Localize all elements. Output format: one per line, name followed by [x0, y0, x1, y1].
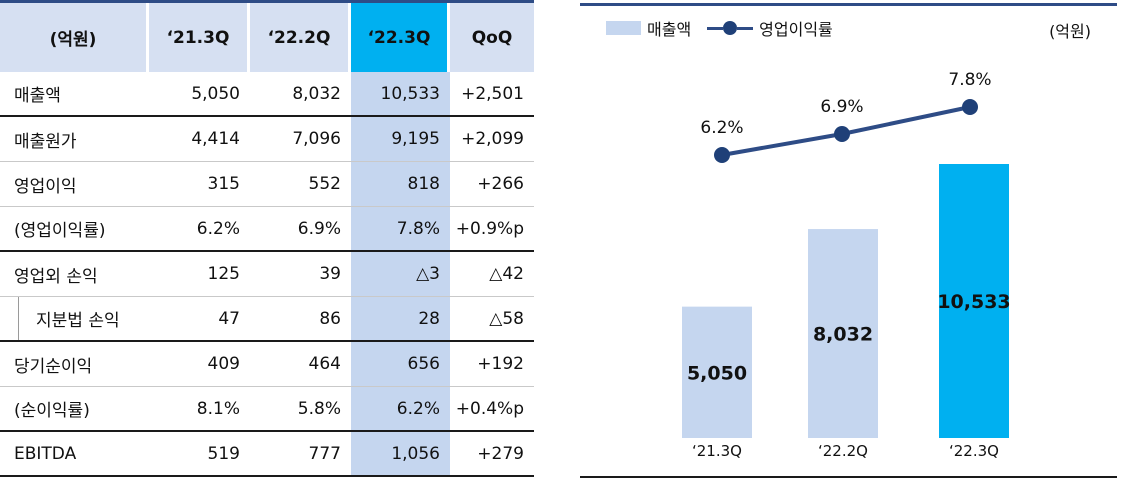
bar-value-label: 5,050: [687, 362, 747, 384]
cell-22-3q: 10,533: [351, 72, 450, 115]
margin-marker: [962, 99, 978, 115]
margin-value-label: 7.8%: [948, 70, 991, 90]
table-row: (영업이익률) 6.2% 6.9% 7.8% +0.9%p: [0, 207, 534, 252]
cell-21-3q: 519: [207, 443, 240, 464]
legend-bar-swatch: [606, 21, 641, 35]
legend-line-label: 영업이익률: [759, 20, 833, 39]
cell-22-3q: 9,195: [351, 117, 450, 161]
row-label: EBITDA: [14, 443, 77, 464]
cell-22-2q: 86: [319, 308, 341, 329]
financial-table: (억원) ‘21.3Q ‘22.2Q ‘22.3Q QoQ 매출액 5,050 8,…: [0, 0, 534, 477]
legend-line-marker: [723, 21, 738, 35]
cell-22-2q: 5.8%: [297, 398, 341, 419]
cell-qoq: +0.4%p: [455, 398, 524, 419]
bar-value-label: 10,533: [937, 291, 1010, 313]
table-header: (억원) ‘21.3Q ‘22.2Q ‘22.3Q QoQ: [0, 3, 534, 72]
row-label: (영업이익률): [14, 221, 106, 241]
cell-21-3q: 125: [207, 264, 240, 284]
cell-21-3q: 47: [218, 308, 240, 329]
cell-21-3q: 315: [207, 174, 240, 194]
row-label: 영업외 손익: [14, 266, 98, 287]
x-tick-label: ‘21.3Q: [692, 442, 742, 460]
table-body: 매출액 5,050 8,032 10,533 +2,501 매출원가 4,414 7,096 9…: [0, 72, 534, 477]
margin-marker: [834, 126, 850, 142]
cell-qoq: +2,099: [461, 129, 524, 149]
cell-qoq: +279: [477, 443, 524, 464]
margin-marker: [714, 147, 730, 163]
chart-plot: 5,050 8,032 10,533 ‘21.3Q ‘22.2Q ‘22.3Q 6.2% 6.…: [682, 70, 1011, 460]
bar-value-label: 8,032: [813, 324, 873, 346]
table-top-rule: [0, 0, 534, 3]
cell-22-3q: 28: [351, 297, 450, 340]
table-row: 매출원가 4,414 7,096 9,195 +2,099: [0, 117, 534, 162]
x-tick-label: ‘22.3Q: [949, 442, 999, 460]
row-label: 지분법 손익: [0, 297, 149, 340]
x-tick-label: ‘22.2Q: [818, 442, 868, 460]
bar-revenue: [808, 229, 878, 438]
margin-value-label: 6.9%: [820, 97, 863, 117]
chart-baseline: [580, 476, 1117, 478]
row-label: 매출액: [14, 86, 61, 106]
cell-22-2q: 6.9%: [297, 218, 341, 239]
cell-21-3q: 5,050: [191, 83, 240, 104]
table-row: (순이익률) 8.1% 5.8% 6.2% +0.4%p: [0, 387, 534, 432]
legend-line-item: 영업이익률: [707, 16, 833, 40]
header-qoq: QoQ: [450, 3, 534, 72]
row-label: 매출원가: [14, 131, 77, 152]
bar-revenue: [682, 306, 752, 438]
cell-21-3q: 409: [207, 354, 240, 374]
row-label: 당기순이익: [14, 356, 93, 377]
cell-qoq: △58: [489, 308, 524, 329]
table-row: EBITDA 519 777 1,056 +279: [0, 432, 534, 477]
row-label: (순이익률): [14, 401, 90, 421]
cell-qoq: +2,501: [461, 83, 524, 104]
cell-qoq: +266: [477, 174, 524, 194]
header-22-3q: ‘22.3Q: [351, 3, 450, 72]
cell-22-2q: 552: [308, 174, 341, 194]
cell-qoq: +0.9%p: [455, 218, 524, 239]
cell-22-3q: 656: [351, 342, 450, 386]
legend-line-dash: [737, 26, 754, 30]
table-row: 당기순이익 409 464 656 +192: [0, 342, 534, 387]
header-21-3q: ‘21.3Q: [149, 3, 250, 72]
revenue-margin-chart: 매출액 영업이익률 (억원) 5,050 8,032 10,533 ‘21.3Q ‘22…: [580, 0, 1121, 484]
table-row: 지분법 손익 47 86 28 △58: [0, 297, 534, 342]
cell-qoq: +192: [477, 354, 524, 374]
cell-22-2q: 8,032: [292, 83, 341, 104]
margin-value-label: 6.2%: [700, 118, 743, 138]
legend-line-dash: [707, 26, 724, 30]
cell-qoq: △42: [489, 264, 524, 284]
cell-22-3q: 818: [351, 162, 450, 206]
header-22-2q: ‘22.2Q: [250, 3, 351, 72]
header-unit: (억원): [0, 3, 149, 72]
chart-top-rule: [580, 3, 1117, 6]
cell-22-3q: 7.8%: [351, 207, 450, 250]
chart-unit: (억원): [1049, 22, 1091, 41]
row-label: 영업이익: [14, 176, 77, 197]
cell-22-3q: △3: [351, 252, 450, 296]
chart-legend: 매출액 영업이익률: [606, 16, 833, 40]
legend-bar-label: 매출액: [647, 20, 692, 39]
table-row: 영업이익 315 552 818 +266: [0, 162, 534, 207]
cell-22-2q: 777: [308, 443, 341, 464]
cell-21-3q: 4,414: [191, 129, 240, 149]
cell-22-2q: 7,096: [292, 129, 341, 149]
cell-22-2q: 39: [319, 264, 341, 284]
cell-21-3q: 8.1%: [196, 398, 240, 419]
cell-21-3q: 6.2%: [196, 218, 240, 239]
cell-22-3q: 1,056: [351, 432, 450, 475]
cell-22-3q: 6.2%: [351, 387, 450, 430]
table-row: 영업외 손익 125 39 △3 △42: [0, 252, 534, 297]
bar-revenue: [939, 164, 1009, 438]
table-row: 매출액 5,050 8,032 10,533 +2,501: [0, 72, 534, 117]
cell-22-2q: 464: [308, 354, 341, 374]
